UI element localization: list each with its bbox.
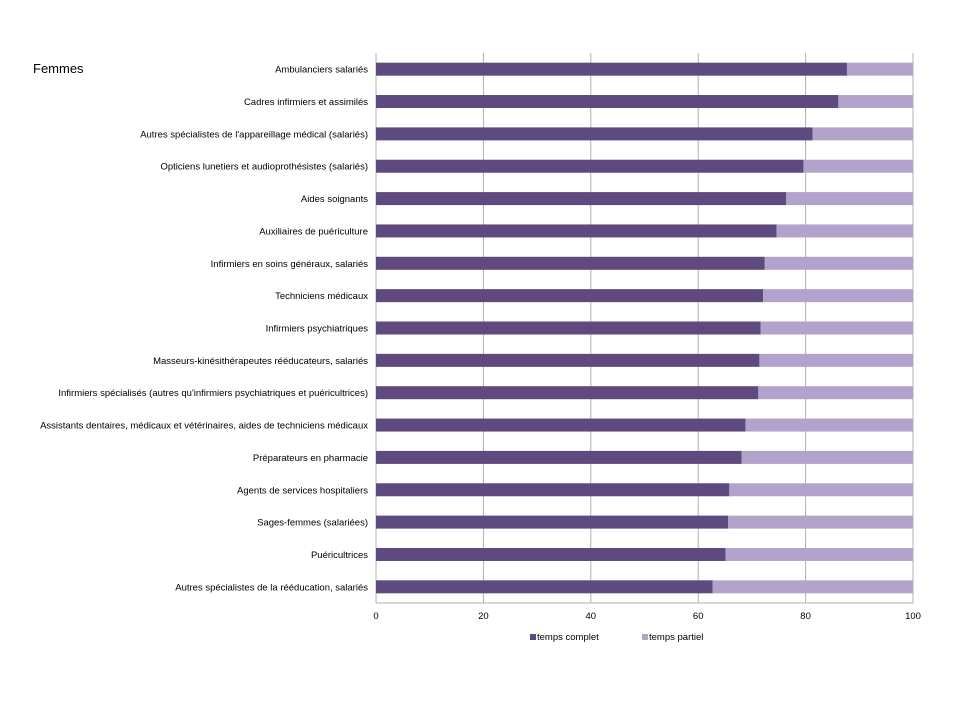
x-tick-label: 100 [905, 611, 921, 622]
bar-temps-complet [376, 483, 730, 497]
bar-temps-complet [376, 386, 759, 400]
category-label: Auxiliaires de puériculture [259, 226, 368, 237]
bar-temps-partiel [758, 386, 913, 400]
bar-temps-complet [376, 159, 804, 173]
bar-temps-partiel [741, 450, 913, 464]
bar-temps-partiel [776, 224, 913, 238]
bar-temps-partiel [764, 256, 913, 270]
bar-temps-complet [376, 95, 839, 109]
bar-temps-partiel [712, 580, 913, 594]
bar-temps-complet [376, 515, 729, 529]
bar-temps-partiel [846, 62, 913, 76]
category-label: Sages-femmes (salariées) [257, 518, 368, 529]
bar-temps-complet [376, 289, 764, 303]
bar-temps-partiel [763, 289, 913, 303]
bar-temps-complet [376, 127, 813, 141]
category-label: Masseurs-kinésithérapeutes rééducateurs,… [153, 356, 368, 367]
bar-temps-complet [376, 62, 847, 76]
bar-temps-partiel [728, 515, 913, 529]
category-label: Techniciens médicaux [275, 291, 368, 302]
x-tick-label: 40 [586, 611, 597, 622]
bar-temps-partiel [725, 547, 913, 561]
legend-label: temps partiel [649, 632, 703, 643]
category-label: Autres spécialistes de la rééducation, s… [175, 582, 368, 593]
bar-temps-partiel [838, 95, 913, 109]
category-label: Ambulanciers salariés [275, 65, 368, 76]
category-label: Agents de services hospitaliers [237, 485, 368, 496]
category-label: Opticiens lunetiers et audioprothésistes… [160, 162, 368, 173]
x-tick-label: 20 [478, 611, 489, 622]
bar-temps-partiel [745, 418, 913, 432]
x-tick-label: 0 [373, 611, 378, 622]
bar-temps-complet [376, 418, 746, 432]
bar-temps-partiel [812, 127, 913, 141]
bar-temps-partiel [759, 353, 913, 367]
category-label: Préparateurs en pharmacie [253, 453, 368, 464]
legend-swatch [530, 634, 536, 640]
bar-temps-partiel [786, 192, 913, 206]
legend-label: temps complet [537, 632, 599, 643]
bar-temps-partiel [803, 159, 913, 173]
category-label: Infirmiers en soins généraux, salariés [211, 259, 369, 270]
category-label: Infirmiers psychiatriques [266, 324, 369, 335]
legend-swatch [642, 634, 648, 640]
category-labels: Ambulanciers salariés Cadres infirmiers e… [40, 65, 368, 594]
category-label: Assistants dentaires, médicaux et vétéri… [40, 421, 368, 432]
bars [376, 62, 913, 594]
bar-temps-complet [376, 580, 713, 594]
x-tick-label: 60 [693, 611, 704, 622]
legend: temps complet temps partiel [530, 632, 703, 643]
x-axis-ticks: 0 20 40 60 80 100 [373, 611, 921, 622]
bar-temps-complet [376, 256, 765, 270]
bar-temps-complet [376, 224, 777, 238]
bar-temps-complet [376, 192, 787, 206]
bar-temps-partiel [760, 321, 913, 335]
bar-temps-complet [376, 547, 726, 561]
category-label: Aides soignants [301, 194, 368, 205]
category-label: Cadres infirmiers et assimilés [244, 97, 368, 108]
category-label: Puéricultrices [311, 550, 368, 561]
category-label: Autres spécialistes de l'appareillage mé… [140, 129, 368, 140]
bar-temps-complet [376, 353, 760, 367]
bar-temps-partiel [729, 483, 913, 497]
category-label: Infirmiers spécialisés (autres qu'infirm… [58, 388, 368, 399]
bar-temps-complet [376, 450, 742, 464]
bar-temps-complet [376, 321, 761, 335]
x-tick-label: 80 [800, 611, 811, 622]
chart-label: Femmes [33, 61, 84, 76]
